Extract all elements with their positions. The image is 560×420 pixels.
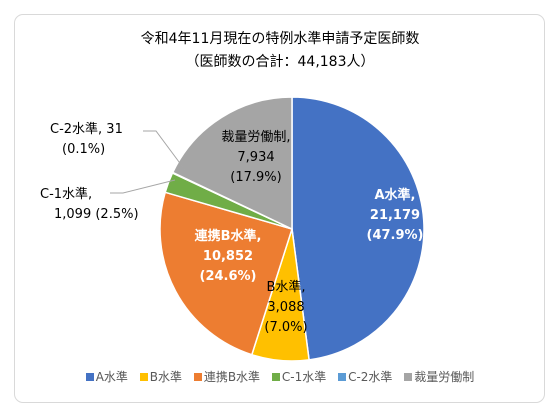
chart-subtitle: （医師数の合計：44,183人） — [185, 54, 375, 70]
data-label-b-name: B水準, — [266, 280, 306, 295]
legend-label: C-1水準 — [281, 370, 327, 384]
data-label-c1-name: C-1水準, — [40, 187, 93, 202]
data-label-c2: C-2水準, 31 (0.1%) — [50, 120, 123, 160]
data-label-sairyo: 裁量労働制, 7,934 (17.9%) — [206, 128, 306, 188]
data-label-b-value: 3,088 — [267, 300, 305, 315]
data-label-sairyo-value: 7,934 — [237, 150, 275, 165]
leader-line-c2 — [143, 130, 186, 171]
leader-line-c1 — [110, 179, 176, 194]
legend-label: A水準 — [95, 370, 128, 384]
data-label-a: A水準, 21,179 (47.9%) — [340, 186, 450, 246]
data-label-renkei-b-name: 連携B水準, — [194, 229, 262, 244]
legend-swatch — [338, 373, 347, 381]
data-label-renkei-b-value: 10,852 — [202, 249, 254, 264]
legend-item: C-2水準 — [338, 368, 392, 385]
legend-label: C-2水準 — [348, 370, 393, 384]
legend-swatch — [139, 373, 148, 381]
legend-swatch — [271, 373, 280, 381]
data-label-a-name: A水準, — [374, 188, 416, 203]
data-label-a-value: 21,179 — [369, 208, 421, 223]
data-label-sairyo-percent: (17.9%) — [230, 170, 282, 185]
leader-lines — [110, 130, 186, 194]
data-label-renkei-b-percent: (24.6%) — [199, 269, 257, 284]
legend-item: 連携B水準 — [193, 368, 261, 385]
legend-swatch — [404, 373, 413, 381]
data-label-c1: C-1水準, 1,099 (2.5%) — [40, 185, 139, 225]
pie-slice-renkei-b — [159, 191, 293, 356]
legend-label: 連携B水準 — [203, 370, 261, 384]
data-label-c2-percent: (0.1%) — [62, 142, 106, 157]
data-label-renkei-b: 連携B水準, 10,852 (24.6%) — [168, 227, 288, 287]
legend-swatch — [193, 373, 202, 381]
pie-slice-a — [291, 96, 425, 361]
legend-label: B水準 — [149, 370, 182, 384]
legend-swatch — [85, 373, 94, 381]
data-label-a-percent: (47.9%) — [366, 228, 424, 243]
data-label-b: B水準, 3,088 (7.0%) — [250, 278, 322, 338]
legend-item: C-1水準 — [271, 368, 327, 385]
legend: A水準 B水準 連携B水準 C-1水準 C-2水準 裁量労働制 — [0, 368, 560, 385]
legend-item: A水準 — [85, 368, 128, 385]
data-label-c2-name: C-2水準, 31 — [50, 122, 123, 137]
data-label-sairyo-name: 裁量労働制, — [221, 130, 291, 145]
data-label-c1-value: 1,099 (2.5%) — [54, 207, 139, 222]
legend-label: 裁量労働制 — [414, 370, 475, 384]
legend-item: B水準 — [139, 368, 182, 385]
legend-item: 裁量労働制 — [404, 368, 474, 385]
chart-title: 令和4年11月現在の特例水準申請予定医師数 — [140, 31, 420, 47]
data-label-b-percent: (7.0%) — [264, 320, 308, 335]
